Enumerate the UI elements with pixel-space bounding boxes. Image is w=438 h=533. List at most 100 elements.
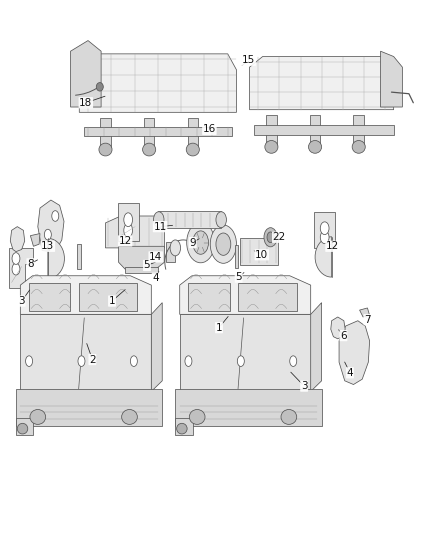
Ellipse shape [281,409,297,424]
Text: 1: 1 [109,296,115,306]
Bar [281,337,302,375]
Text: 9: 9 [190,238,196,247]
Ellipse shape [124,223,133,237]
Ellipse shape [210,225,237,263]
Ellipse shape [30,409,46,424]
Ellipse shape [124,213,133,227]
Ellipse shape [177,423,187,434]
Ellipse shape [187,222,215,263]
Text: 14: 14 [149,252,162,262]
Ellipse shape [287,348,296,361]
Polygon shape [151,303,162,391]
Ellipse shape [290,356,297,367]
Bar [100,118,111,150]
Bar [77,244,81,269]
Ellipse shape [99,143,112,156]
Polygon shape [238,283,297,311]
Text: 12: 12 [119,236,132,246]
Ellipse shape [320,222,329,235]
Text: 13: 13 [41,241,54,251]
Polygon shape [29,283,70,311]
Text: 3: 3 [301,381,307,391]
Text: 15: 15 [242,55,255,65]
Text: 6: 6 [340,330,347,341]
Polygon shape [360,308,370,317]
Ellipse shape [216,212,226,228]
Polygon shape [331,317,345,339]
Polygon shape [48,238,64,279]
Ellipse shape [17,423,28,434]
Polygon shape [71,41,101,107]
Bar [144,118,154,150]
Bar [118,203,139,241]
Ellipse shape [12,263,20,275]
Polygon shape [20,314,151,391]
Ellipse shape [189,409,205,424]
Polygon shape [9,248,33,288]
Ellipse shape [265,141,278,154]
Ellipse shape [143,143,155,156]
Text: 4: 4 [346,368,353,378]
Bar [314,212,335,248]
Bar [235,245,238,268]
Ellipse shape [308,141,321,154]
Bar [353,115,364,147]
Polygon shape [79,283,138,311]
Text: 4: 4 [152,273,159,283]
Ellipse shape [96,83,103,91]
Ellipse shape [122,409,138,424]
Ellipse shape [264,228,277,247]
Ellipse shape [267,232,274,243]
Text: 18: 18 [79,98,92,108]
Bar [254,125,394,135]
Ellipse shape [44,229,51,240]
Polygon shape [180,276,311,314]
Text: 3: 3 [18,296,25,306]
Bar [166,242,175,262]
Ellipse shape [287,358,296,372]
Ellipse shape [78,356,85,367]
Text: 5: 5 [144,261,150,270]
Text: 16: 16 [203,124,216,134]
Ellipse shape [186,143,199,156]
Text: 22: 22 [272,232,286,243]
Ellipse shape [12,253,20,264]
Bar [16,418,33,435]
Bar [125,266,158,273]
Bar [240,238,279,265]
Polygon shape [381,51,403,107]
Polygon shape [180,314,311,391]
Ellipse shape [131,356,138,367]
Polygon shape [311,303,321,391]
Text: 1: 1 [215,322,223,333]
Bar [310,115,320,147]
Bar [266,115,277,147]
Bar [158,211,221,228]
Polygon shape [79,54,237,112]
Polygon shape [30,233,40,246]
Bar [187,118,198,150]
Polygon shape [339,321,370,384]
Text: 5: 5 [235,272,242,282]
Polygon shape [20,276,151,314]
Text: 7: 7 [364,314,371,325]
Text: 12: 12 [326,241,339,251]
Polygon shape [38,200,64,252]
Polygon shape [315,237,332,277]
Ellipse shape [193,231,208,254]
Ellipse shape [25,356,32,367]
Ellipse shape [320,231,329,244]
Polygon shape [106,216,164,248]
Polygon shape [11,227,25,252]
Ellipse shape [237,356,244,367]
Ellipse shape [52,211,59,221]
Text: 10: 10 [255,250,268,260]
Text: 11: 11 [153,222,167,232]
Bar [84,127,232,136]
Ellipse shape [352,141,365,154]
Text: 2: 2 [89,354,95,365]
Polygon shape [175,389,321,426]
Polygon shape [16,389,162,426]
Ellipse shape [216,233,231,255]
Polygon shape [119,246,164,269]
